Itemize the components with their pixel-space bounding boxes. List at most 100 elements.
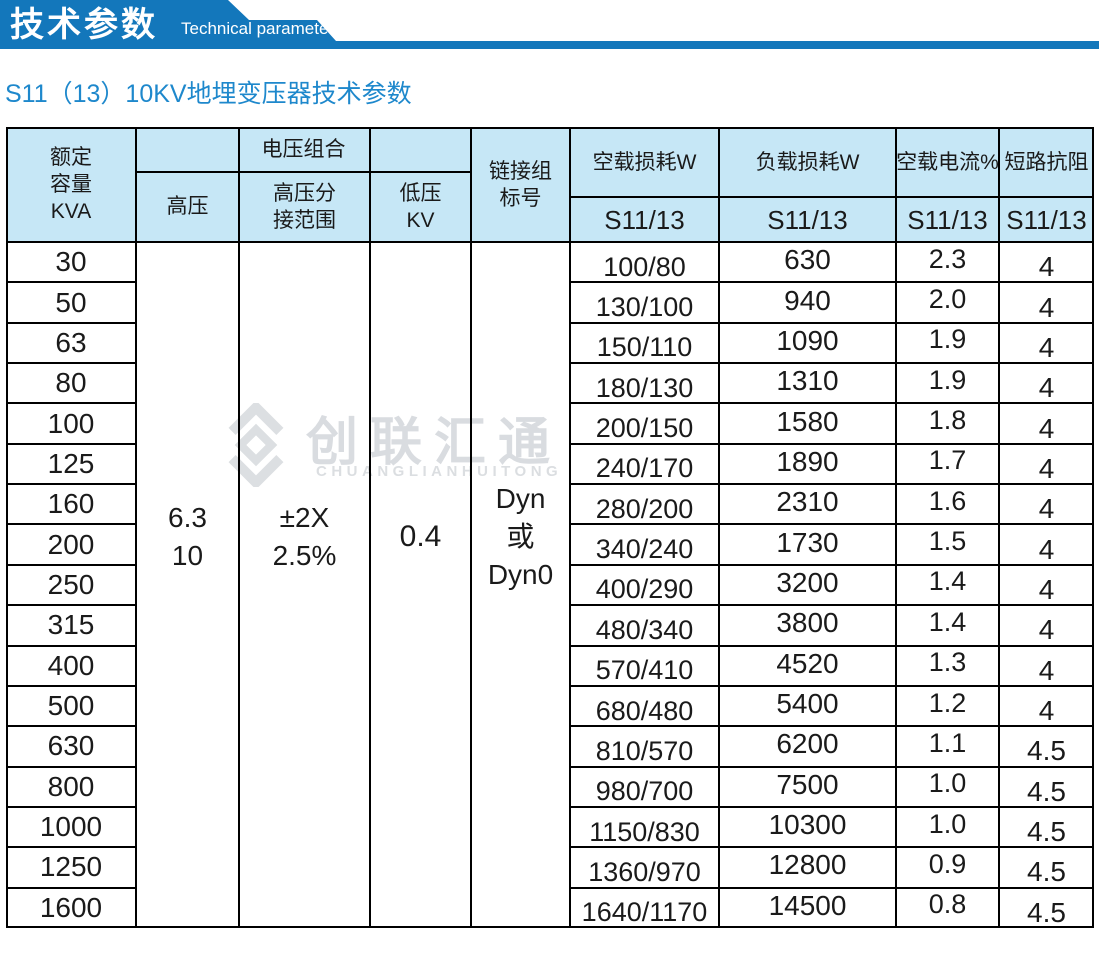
header-load-loss: 负载损耗W (755, 150, 860, 174)
cell-kva-row9: 250 (47, 568, 95, 600)
row-separator-line (570, 725, 1094, 728)
row-separator-line (6, 362, 136, 365)
header-model-impedance: S11/13 (1006, 204, 1087, 235)
cell-no_load-row17: 1640/1170 (581, 897, 708, 928)
cell-impedance-row6: 4 (1038, 452, 1055, 484)
cell-current-row11: 1.3 (928, 647, 967, 678)
cell-impedance-row16: 4.5 (1027, 856, 1066, 888)
cell-load-row4: 1310 (776, 365, 839, 397)
cell-load-row17: 14500 (768, 889, 847, 921)
cell-load-row8: 1730 (776, 526, 839, 558)
cell-no_load-row15: 1150/830 (589, 816, 700, 847)
row-separator-line (6, 483, 136, 486)
cell-kva-row16: 1250 (39, 851, 103, 883)
cell-impedance-row1: 4 (1038, 251, 1055, 283)
cell-kva-row5: 100 (47, 407, 95, 439)
cell-impedance-row5: 4 (1038, 412, 1055, 444)
row-separator-line (570, 765, 1094, 768)
cell-load-row16: 12800 (768, 849, 847, 881)
row-separator-line (570, 523, 1094, 526)
watermark-text-cn: 创联汇通 (306, 414, 563, 472)
cell-load-row7: 2310 (776, 486, 839, 518)
row-separator-line (6, 886, 136, 889)
cell-impedance-row11: 4 (1038, 654, 1055, 686)
cell-current-row16: 0.9 (928, 848, 967, 879)
cell-load-row14: 7500 (776, 768, 839, 800)
row-separator-line (570, 805, 1094, 808)
cell-current-row8: 1.5 (928, 526, 967, 557)
watermark-diamond-icon (228, 403, 284, 487)
header-rated-capacity: 额定 容量 KVA (50, 146, 92, 223)
cell-load-row11: 4520 (776, 647, 839, 679)
cell-high-voltage-value: 6.3 10 (168, 502, 207, 571)
row-separator-line (6, 563, 136, 566)
row-separator-line (570, 563, 1094, 566)
cell-load-row10: 3800 (776, 607, 839, 639)
cell-connection-group-value: Dyn 或 Dyn0 (487, 483, 554, 590)
cell-tap-range-value: ±2X 2.5% (272, 502, 337, 571)
cell-impedance-row3: 4 (1038, 331, 1055, 363)
row-separator-line (570, 402, 1094, 405)
cell-impedance-row14: 4.5 (1027, 775, 1066, 807)
row-separator-line (570, 684, 1094, 687)
row-separator-line (6, 805, 136, 808)
cell-load-row1: 630 (784, 244, 831, 276)
cell-kva-row3: 63 (55, 326, 87, 358)
cell-kva-row6: 125 (47, 447, 95, 479)
cell-current-row3: 1.9 (928, 324, 967, 355)
header-model-no-load-current: S11/13 (907, 204, 988, 235)
row-separator-line (6, 281, 136, 284)
cell-current-row2: 2.0 (928, 284, 967, 315)
header-model-load-loss: S11/13 (767, 204, 848, 235)
cell-impedance-row10: 4 (1038, 614, 1055, 646)
row-separator-line (6, 765, 136, 768)
cell-no_load-row3: 150/110 (596, 332, 693, 363)
cell-load-row15: 10300 (768, 809, 847, 841)
cell-no_load-row8: 340/240 (595, 534, 694, 565)
cell-no_load-row9: 400/290 (595, 574, 694, 605)
cell-kva-row14: 800 (47, 770, 95, 802)
header-low-voltage: 低压 KV (399, 181, 442, 232)
cell-impedance-row4: 4 (1038, 372, 1055, 404)
header-connection-group: 链接组 标号 (489, 159, 552, 210)
row-separator-line (570, 644, 1094, 647)
cell-load-row2: 940 (784, 284, 831, 316)
row-separator-line (570, 321, 1094, 324)
cell-current-row5: 1.8 (928, 405, 967, 436)
row-separator-line (6, 442, 136, 445)
row-separator-line (570, 442, 1094, 445)
row-separator-line (6, 846, 136, 849)
cell-no_load-row13: 810/570 (595, 735, 694, 766)
cell-kva-row8: 200 (47, 528, 95, 560)
cell-impedance-row15: 4.5 (1027, 816, 1066, 848)
cell-load-row3: 1090 (776, 324, 839, 356)
table-header-background (6, 127, 1094, 242)
cell-impedance-row9: 4 (1038, 573, 1055, 605)
cell-kva-row7: 160 (47, 488, 95, 520)
cell-load-row6: 1890 (776, 445, 839, 477)
cell-no_load-row14: 980/700 (595, 776, 694, 807)
cell-current-row17: 0.8 (928, 889, 967, 920)
watermark-text-en: CHUANGLIANHUITONG (316, 463, 563, 480)
cell-impedance-row8: 4 (1038, 533, 1055, 565)
header-short-circuit-impedance: 短路抗阻 (1004, 150, 1089, 174)
cell-impedance-row13: 4.5 (1027, 735, 1066, 767)
cell-current-row10: 1.4 (928, 606, 967, 637)
cell-low-voltage-value: 0.4 (399, 520, 442, 553)
row-separator-line (570, 483, 1094, 486)
header-voltage-group: 电压组合 (261, 137, 346, 161)
cell-impedance-row17: 4.5 (1027, 896, 1066, 928)
cell-kva-row11: 400 (47, 649, 95, 681)
cell-load-row12: 5400 (776, 688, 839, 720)
cell-load-row13: 6200 (776, 728, 839, 760)
row-separator-line (570, 281, 1094, 284)
cell-current-row7: 1.6 (928, 485, 967, 516)
header-hv-tap-range: 高压分 接范围 (273, 181, 336, 232)
cell-no_load-row11: 570/410 (595, 655, 694, 686)
cell-kva-row13: 630 (47, 730, 95, 762)
cell-current-row9: 1.4 (928, 566, 967, 597)
row-separator-line (570, 886, 1094, 889)
cell-impedance-row2: 4 (1038, 291, 1055, 323)
cell-current-row14: 1.0 (928, 768, 967, 799)
